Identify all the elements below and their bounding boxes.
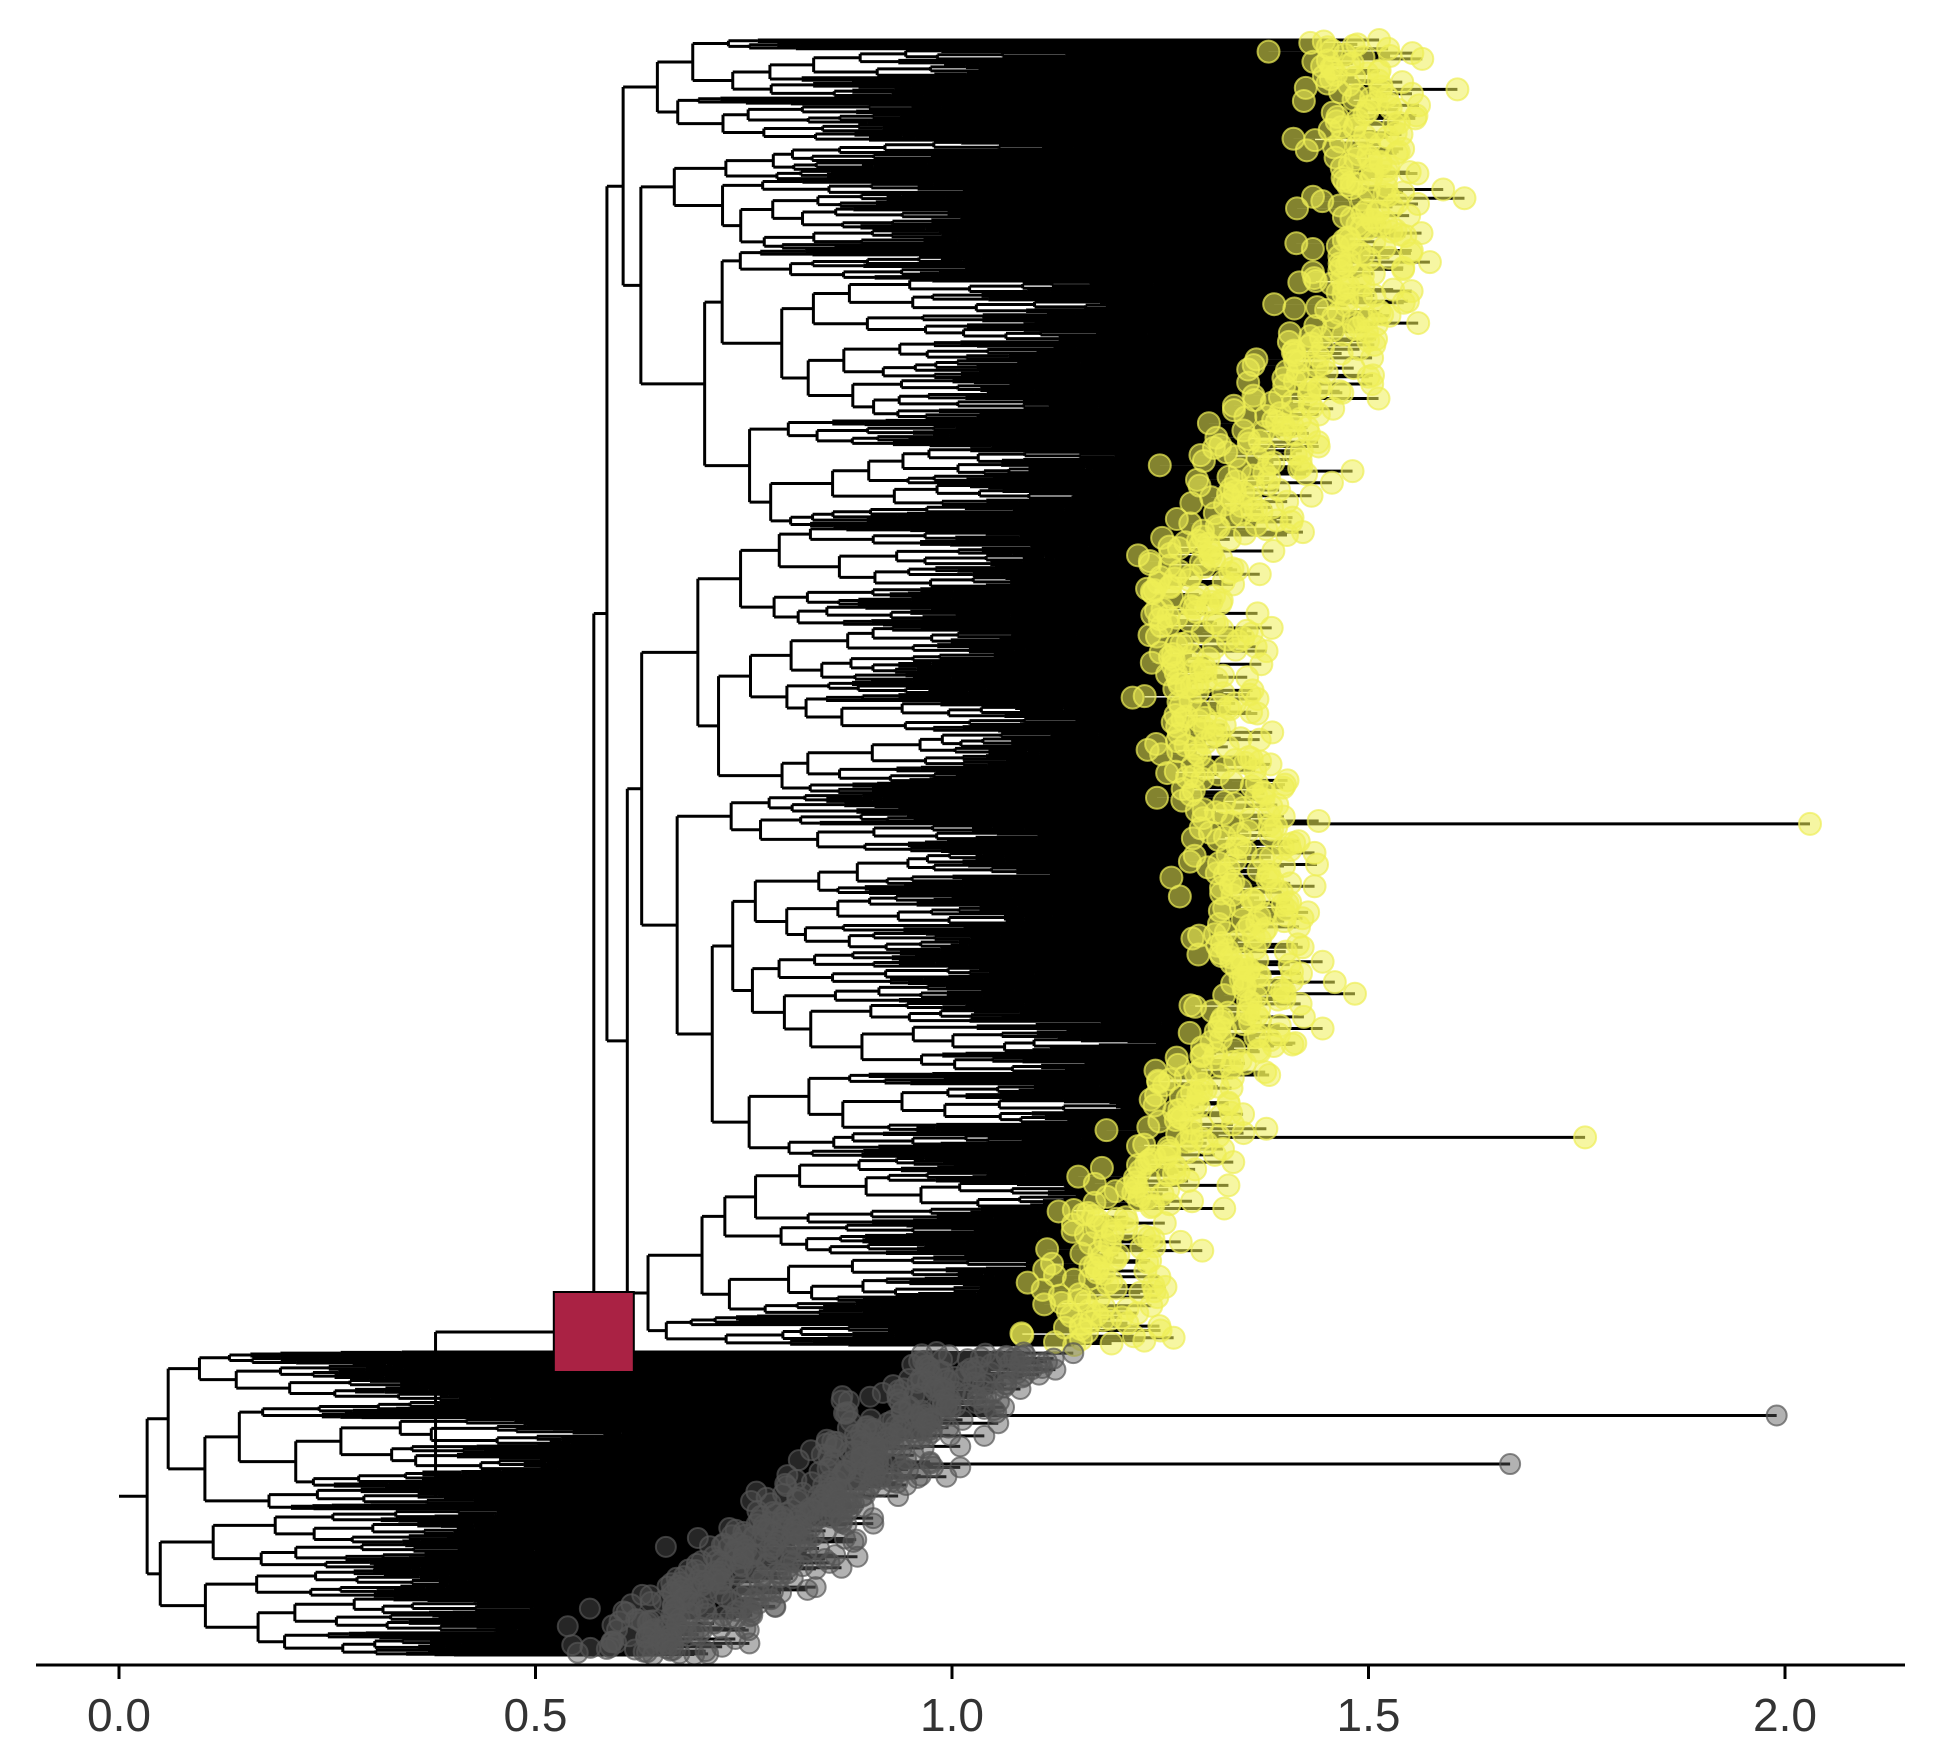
tip-point [1261, 538, 1286, 563]
tip-point [1186, 942, 1211, 967]
tip-point [1274, 523, 1299, 547]
tip-point [1797, 811, 1822, 836]
tip-point [1245, 701, 1270, 726]
tip-point [1391, 257, 1416, 282]
tip-point [1300, 237, 1325, 262]
tip-point [1262, 292, 1287, 317]
tip-point [1256, 39, 1281, 64]
tip-point [1167, 884, 1192, 909]
tip-point [1285, 196, 1310, 221]
tip-point [1302, 874, 1327, 899]
tip-point [1299, 483, 1324, 508]
tip-point [1445, 77, 1470, 102]
tip-point [1319, 470, 1344, 495]
tip-point [1223, 637, 1248, 662]
tip-point [1431, 177, 1456, 202]
tip-point [1287, 270, 1312, 295]
tip-point [1144, 785, 1169, 810]
tip-point [1294, 462, 1319, 487]
tree-tips [556, 28, 1822, 1666]
tip-point [1219, 769, 1244, 794]
tip-point [1291, 88, 1316, 113]
tip-point [1294, 138, 1319, 163]
tip-point [1406, 311, 1431, 336]
tip-point [1405, 161, 1430, 186]
tip-point [1259, 615, 1284, 640]
tip-point [1410, 46, 1435, 71]
tip-point [1417, 250, 1442, 275]
tip-point [1247, 562, 1272, 587]
tip-point [1306, 808, 1331, 833]
tip-point [1147, 453, 1172, 478]
tip-point [1310, 949, 1335, 974]
tip-point [1282, 296, 1307, 321]
tip-point [1452, 186, 1477, 211]
tip-point [1254, 517, 1279, 542]
tip-point [1120, 685, 1145, 710]
tip-point [1340, 459, 1365, 484]
tip-point [1366, 386, 1391, 411]
tip-point [1305, 852, 1330, 877]
